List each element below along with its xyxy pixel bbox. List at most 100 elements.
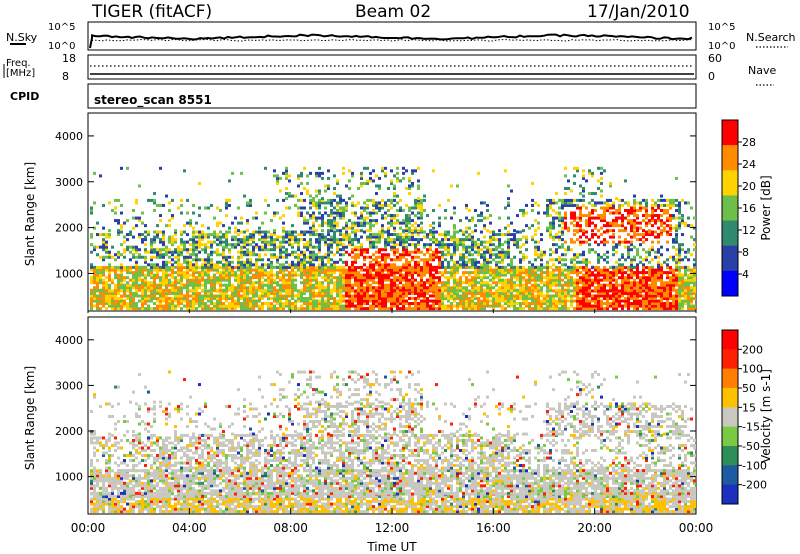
range-time-cell: [135, 307, 138, 311]
range-time-cell: [282, 281, 285, 285]
range-time-cell: [159, 250, 162, 254]
range-time-cell: [306, 281, 309, 285]
range-time-cell: [573, 281, 576, 285]
range-time-cell: [204, 260, 207, 264]
range-time-cell: [360, 253, 363, 257]
range-time-cell: [591, 297, 594, 300]
range-time-cell: [471, 276, 474, 280]
range-time-cell: [204, 263, 207, 267]
range-time-cell: [282, 286, 285, 290]
range-time-cell: [486, 268, 489, 272]
range-time-cell: [432, 235, 435, 239]
range-time-cell: [357, 307, 360, 311]
range-time-cell: [315, 189, 318, 193]
range-time-cell: [309, 307, 312, 311]
range-time-cell: [603, 201, 606, 205]
range-time-cell: [279, 240, 282, 244]
range-time-cell: [219, 235, 222, 239]
range-time-cell: [570, 304, 573, 308]
range-time-cell: [585, 258, 588, 262]
range-time-cell: [411, 271, 414, 275]
range-time-cell: [198, 273, 201, 277]
range-time-cell: [288, 281, 291, 285]
range-time-cell: [333, 288, 336, 292]
range-time-cell: [546, 209, 549, 212]
range-time-cell: [369, 243, 372, 247]
range-time-cell: [498, 233, 501, 237]
range-time-cell: [285, 302, 288, 306]
range-time-cell: [594, 233, 597, 237]
range-time-cell: [384, 174, 387, 178]
range-time-cell: [330, 276, 333, 280]
range-time-cell: [327, 260, 330, 264]
range-time-cell: [141, 297, 144, 300]
range-time-cell: [453, 211, 456, 215]
range-time-cell: [432, 291, 435, 295]
range-time-cell: [288, 263, 291, 267]
range-time-cell: [501, 304, 504, 308]
range-time-cell: [90, 211, 93, 215]
range-time-cell: [627, 289, 630, 293]
range-time-cell: [456, 291, 459, 295]
range-time-cell: [129, 230, 132, 234]
range-time-cell: [162, 297, 165, 300]
range-time-cell: [123, 221, 126, 225]
range-time-cell: [519, 209, 522, 212]
range-time-cell: [474, 294, 477, 298]
range-time-cell: [123, 302, 126, 306]
range-time-cell: [312, 233, 315, 237]
range-time-cell: [324, 304, 327, 308]
range-time-cell: [219, 265, 222, 269]
range-time-cell: [564, 253, 567, 257]
range-time-cell: [546, 291, 549, 295]
range-time-cell: [321, 255, 324, 259]
range-time-cell: [228, 276, 231, 280]
range-time-cell: [423, 283, 426, 287]
range-time-cell: [327, 214, 330, 218]
range-time-cell: [396, 304, 399, 308]
range-time-cell: [276, 294, 279, 298]
range-time-cell: [408, 179, 411, 183]
range-time-cell: [378, 240, 381, 244]
range-time-cell: [513, 238, 516, 242]
range-time-cell: [609, 273, 612, 277]
range-time-cell: [162, 278, 165, 282]
range-time-cell: [126, 248, 129, 252]
range-time-cell: [165, 245, 168, 249]
range-time-cell: [594, 288, 597, 292]
range-time-cell: [591, 203, 594, 207]
range-time-cell: [417, 250, 420, 254]
range-time-cell: [489, 278, 492, 282]
range-time-cell: [393, 276, 396, 280]
range-time-cell: [480, 281, 483, 285]
range-time-cell: [597, 166, 600, 170]
range-time-cell: [351, 297, 354, 300]
range-time-cell: [279, 276, 282, 280]
range-time-cell: [396, 307, 399, 311]
range-time-cell: [126, 307, 129, 311]
range-time-cell: [225, 276, 228, 280]
range-time-cell: [339, 265, 342, 269]
range-time-cell: [195, 302, 198, 306]
range-time-cell: [627, 283, 630, 287]
range-time-cell: [93, 281, 96, 285]
range-time-cell: [342, 260, 345, 264]
range-time-cell: [141, 283, 144, 287]
range-time-cell: [381, 169, 384, 173]
range-time-cell: [393, 240, 396, 244]
range-time-cell: [606, 201, 609, 205]
range-time-cell: [612, 276, 615, 280]
range-time-cell: [327, 302, 330, 306]
range-time-cell: [267, 248, 270, 252]
range-time-cell: [360, 297, 363, 300]
range-time-cell: [597, 307, 600, 311]
range-time-cell: [318, 216, 321, 220]
range-time-cell: [600, 201, 603, 205]
range-time-cell: [261, 276, 264, 280]
range-time-cell: [507, 250, 510, 254]
range-time-cell: [237, 304, 240, 308]
range-time-cell: [483, 268, 486, 272]
range-time-cell: [141, 291, 144, 295]
range-time-cell: [384, 201, 387, 205]
range-time-cell: [105, 235, 108, 239]
